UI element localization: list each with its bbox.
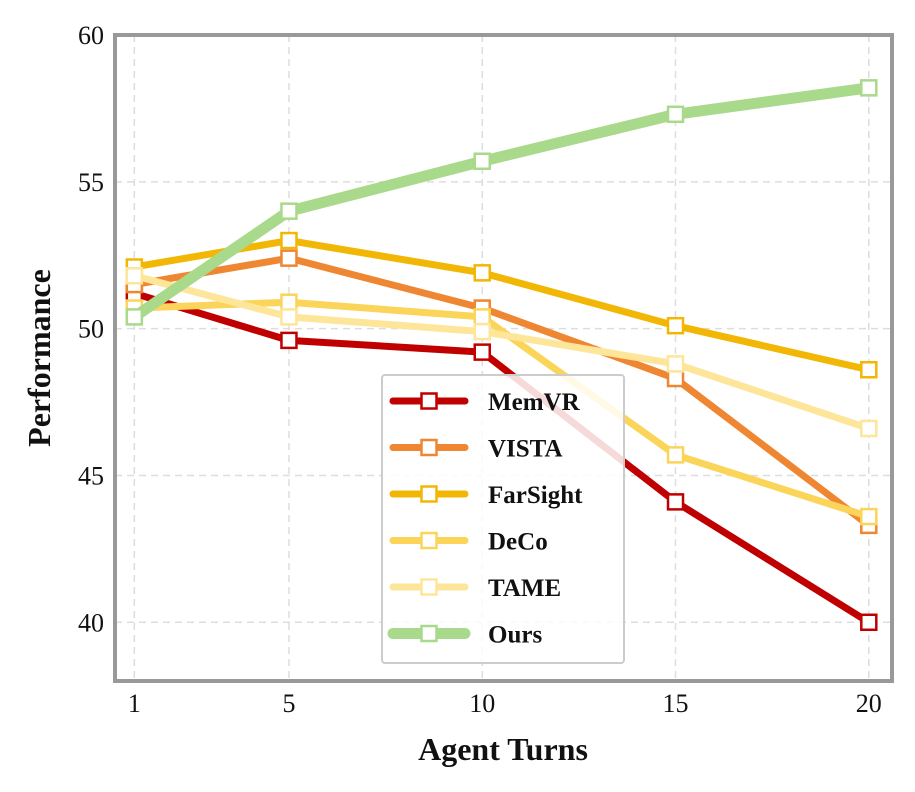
x-axis-title: Agent Turns [418,731,588,767]
data-point-ours [666,105,685,124]
legend-label-memvr: MemVR [488,389,581,416]
legend-label-farsight: FarSight [488,482,583,509]
data-point-tame [125,267,144,285]
data-point-memvr [666,493,685,511]
data-point-tame [860,419,878,438]
legend-label-ours: Ours [488,622,542,649]
data-point-farsight [280,231,298,250]
data-point-ours [860,79,878,97]
y-axis-title: Performance [21,269,57,447]
y-tick-label: 40 [78,608,104,637]
x-tick-label: 15 [663,689,689,718]
data-point-vista [666,369,685,388]
data-point-deco [860,507,878,526]
y-tick-label: 60 [78,21,104,50]
series-layer [125,79,878,632]
data-point-deco [473,308,491,326]
data-point-memvr [280,331,298,350]
data-point-farsight [666,316,685,335]
data-point-deco [666,446,685,464]
x-tick-label: 1 [128,689,141,718]
data-point-ours [280,202,298,220]
x-tick-label: 20 [856,689,882,718]
data-point-tame [666,355,685,373]
x-tick-label: 5 [282,689,295,718]
data-point-farsight [473,264,491,282]
legend-marker-memvr [420,392,438,410]
data-point-memvr [860,613,878,632]
x-tick-label: 10 [469,689,495,718]
data-point-deco [280,293,298,311]
data-point-ours [473,152,491,171]
y-tick-label: 45 [78,461,104,490]
legend-marker-vista [420,438,438,457]
data-point-tame [473,322,491,341]
legend-label-deco: DeCo [488,529,548,556]
plot-frame [113,33,894,683]
legend-marker-deco [420,531,438,550]
legend-marker-farsight [420,485,438,503]
data-point-vista [280,249,298,267]
data-point-farsight [860,360,878,379]
data-point-tame [280,308,298,326]
data-point-memvr [473,343,491,361]
legend-box [381,374,625,664]
legend: MemVR VISTA FarSight DeCo TAME Ours [381,374,625,664]
y-tick-label: 55 [78,168,104,197]
legend-label-vista: VISTA [488,436,563,463]
axes: Agent Turns Performance 1 5 10 15 2040455055… [21,21,894,767]
y-tick-label: 50 [78,315,104,344]
legend-marker-tame [420,578,438,596]
data-point-ours [125,308,144,326]
legend-label-tame: TAME [488,575,561,602]
legend-marker-ours [420,624,438,643]
